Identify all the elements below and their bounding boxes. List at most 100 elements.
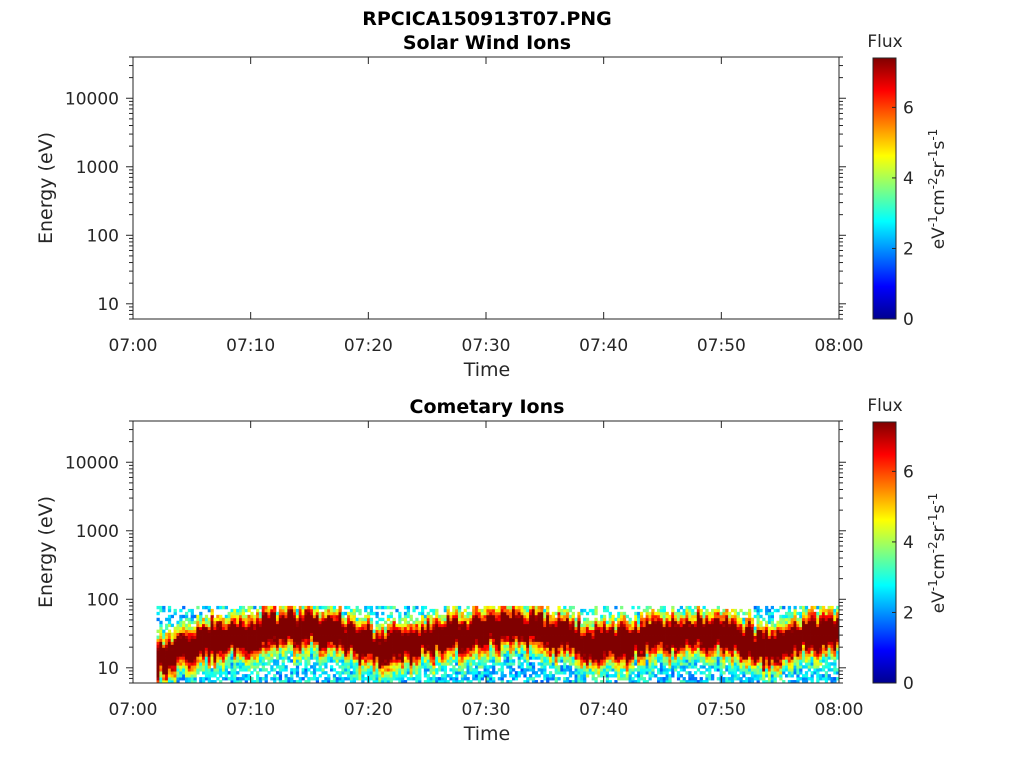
heatmap-cell — [227, 620, 231, 625]
heatmap-cell — [676, 671, 681, 675]
heatmap-cell — [187, 644, 192, 648]
heatmap-cell — [509, 632, 513, 636]
heatmap-cell — [676, 653, 681, 657]
heatmap-cell — [293, 635, 297, 639]
heatmap-cell — [438, 641, 442, 645]
heatmap-cell — [338, 677, 342, 681]
heatmap-cell — [574, 617, 578, 622]
heatmap-cell — [375, 668, 379, 672]
heatmap-cell — [196, 647, 200, 651]
heatmap-cell — [494, 632, 499, 636]
heatmap-cell — [628, 626, 632, 631]
heatmap-cell — [659, 668, 664, 672]
heatmap-cell — [742, 611, 746, 616]
heatmap-cell — [602, 656, 607, 660]
heatmap-cell — [765, 635, 769, 639]
heatmap-cell — [270, 656, 274, 660]
heatmap-cell — [210, 656, 214, 660]
heatmap-cell — [244, 617, 248, 622]
heatmap-cell — [745, 638, 749, 642]
heatmap-cell — [270, 647, 274, 651]
heatmap-cell — [227, 641, 231, 645]
heatmap-cell — [739, 671, 743, 675]
heatmap-cell — [321, 611, 325, 616]
heatmap-cell — [574, 671, 578, 675]
heatmap-cell — [352, 635, 356, 639]
heatmap-cell — [295, 650, 300, 654]
heatmap-cell — [469, 623, 473, 628]
heatmap-cell — [369, 665, 374, 669]
heatmap-cell — [560, 650, 564, 654]
heatmap-cell — [480, 617, 484, 622]
heatmap-cell — [642, 620, 647, 625]
heatmap-cell — [366, 635, 371, 639]
heatmap-cell — [156, 650, 160, 654]
heatmap-cell — [716, 650, 720, 654]
heatmap-cell — [432, 674, 436, 678]
heatmap-cell — [472, 626, 476, 631]
heatmap-cell — [634, 632, 638, 636]
heatmap-cell — [662, 650, 666, 654]
heatmap-cell — [765, 632, 769, 636]
heatmap-cell — [475, 650, 479, 654]
heatmap-cell — [517, 674, 521, 678]
heatmap-cell — [475, 674, 479, 678]
heatmap-cell — [489, 641, 493, 645]
heatmap-cell — [756, 605, 760, 610]
heatmap-cell — [568, 680, 573, 684]
heatmap-cell — [284, 617, 288, 622]
heatmap-cell — [702, 656, 706, 660]
heatmap-cell — [372, 638, 376, 642]
heatmap-cell — [708, 641, 712, 645]
heatmap-cell — [446, 626, 450, 631]
heatmap-cell — [224, 614, 229, 619]
heatmap-cell — [389, 620, 393, 625]
heatmap-cell — [540, 608, 544, 613]
heatmap-cell — [455, 668, 459, 672]
heatmap-cell — [594, 662, 598, 666]
heatmap-cell — [389, 632, 393, 636]
heatmap-cell — [665, 638, 669, 642]
heatmap-cell — [256, 617, 260, 622]
heatmap-cell — [639, 629, 644, 633]
heatmap-cell — [699, 671, 703, 675]
heatmap-cell — [529, 620, 533, 625]
heatmap-cell — [440, 650, 445, 654]
heatmap-cell — [711, 626, 715, 631]
heatmap-cell — [517, 605, 521, 610]
heatmap-cell — [688, 611, 692, 616]
heatmap-cell — [256, 659, 260, 663]
heatmap-cell — [554, 659, 558, 663]
heatmap-cell — [511, 629, 516, 633]
heatmap-cell — [344, 626, 348, 631]
heatmap-cell — [355, 656, 359, 660]
heatmap-cell — [762, 680, 766, 684]
heatmap-cell — [241, 674, 246, 678]
heatmap-cell — [591, 653, 595, 657]
heatmap-cell — [281, 659, 285, 663]
heatmap-cell — [327, 653, 331, 657]
heatmap-cell — [566, 632, 570, 636]
heatmap-cell — [679, 605, 683, 610]
heatmap-cell — [358, 653, 362, 657]
heatmap-cell — [239, 635, 243, 639]
heatmap-cell — [307, 617, 311, 622]
heatmap-cell — [617, 617, 621, 622]
heatmap-cell — [546, 674, 550, 678]
heatmap-cell — [674, 647, 678, 651]
heatmap-cell — [602, 632, 607, 636]
heatmap-cell — [546, 614, 550, 619]
heatmap-cell — [699, 620, 703, 625]
heatmap-cell — [179, 650, 183, 654]
heatmap-cell — [338, 656, 342, 660]
heatmap-cell — [529, 647, 533, 651]
heatmap-cell — [611, 614, 615, 619]
heatmap-cell — [364, 638, 368, 642]
heatmap-cell — [256, 653, 260, 657]
heatmap-cell — [230, 671, 234, 675]
heatmap-cell — [312, 626, 317, 631]
heatmap-cell — [239, 614, 243, 619]
heatmap-cell — [349, 653, 354, 657]
heatmap-cell — [335, 629, 339, 633]
